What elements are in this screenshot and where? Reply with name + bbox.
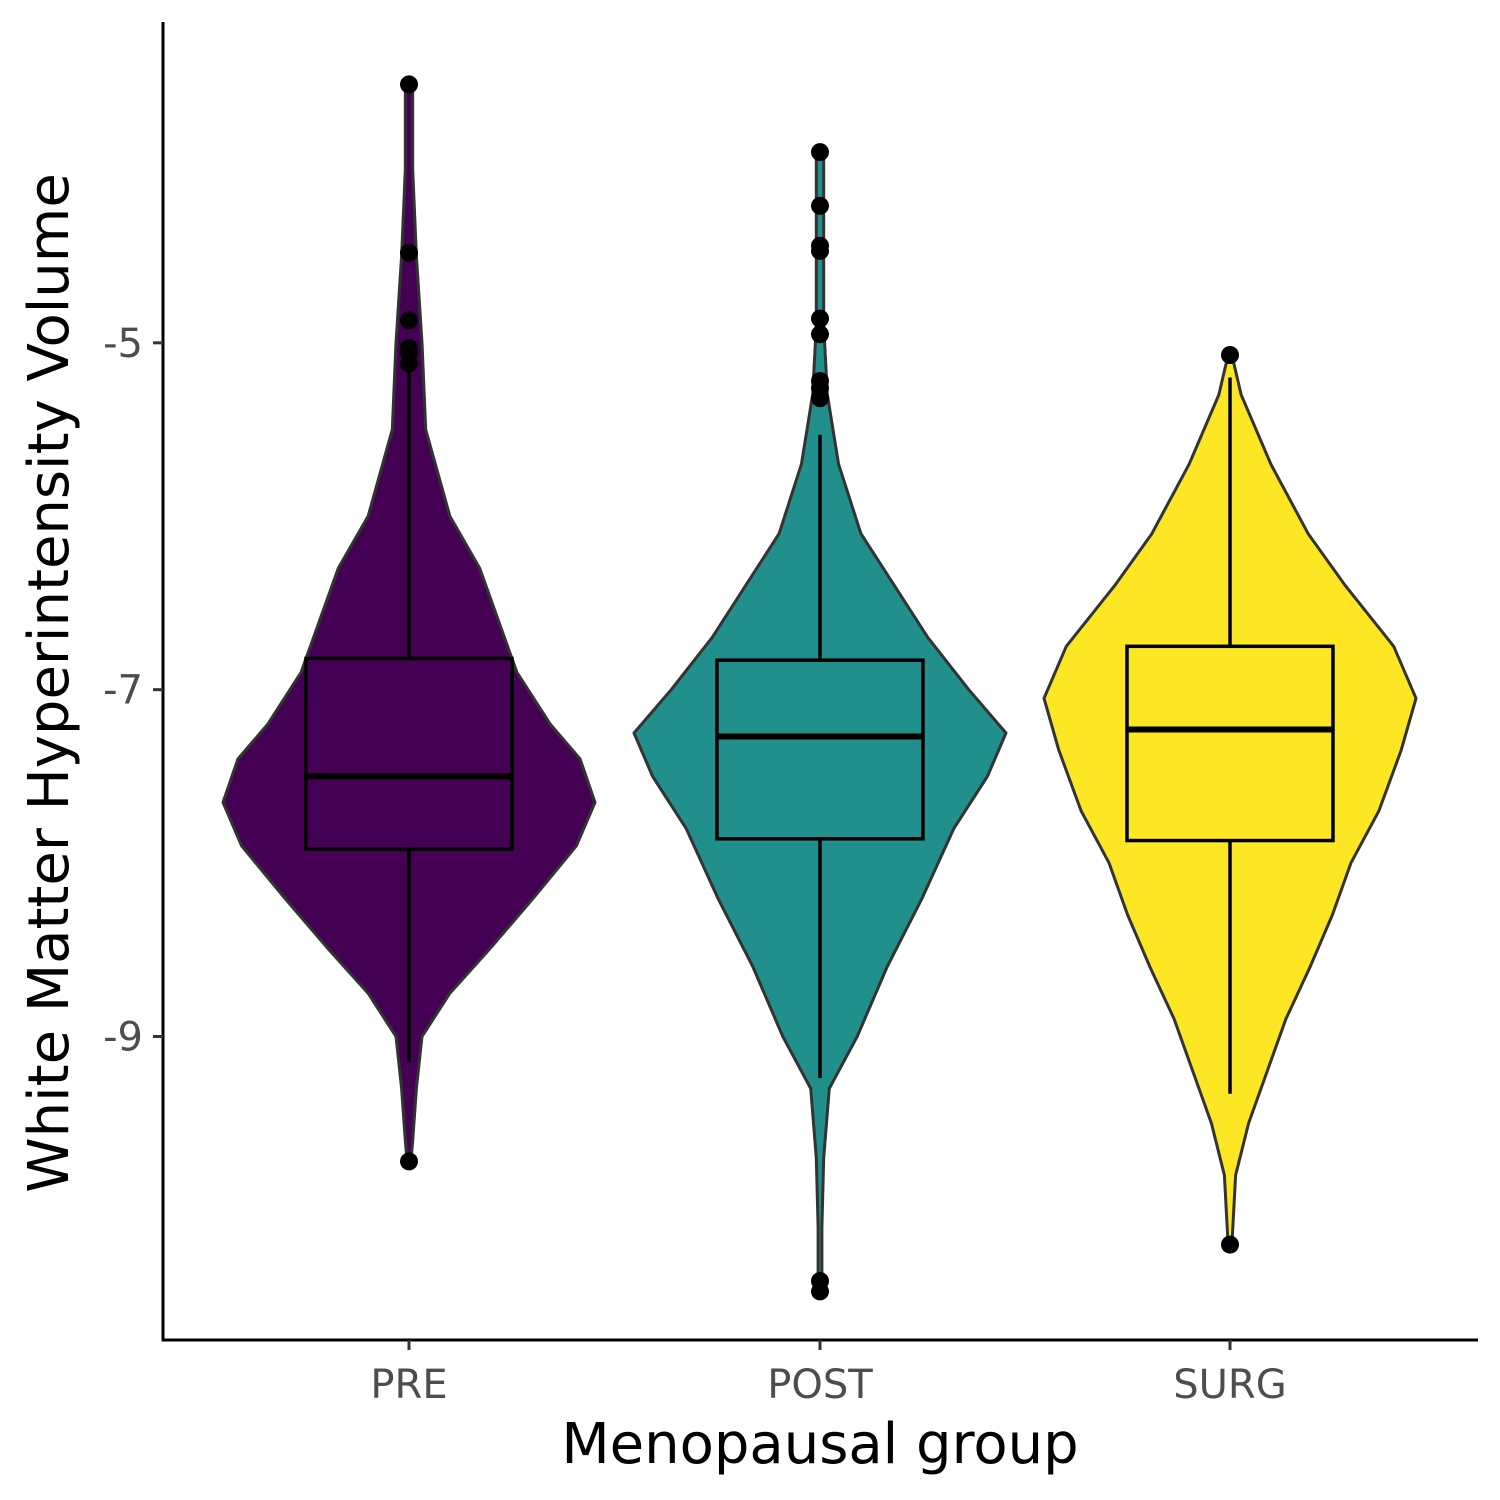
outlier-point-post <box>811 1282 829 1301</box>
box-post <box>715 658 925 841</box>
y-axis: -5 -7 -9 <box>103 321 163 1061</box>
outlier-point-post <box>811 325 829 344</box>
outlier-point-pre <box>400 354 418 373</box>
y-tick-label: -5 <box>103 321 143 367</box>
x-tick-label-pre: PRE <box>370 1362 447 1408</box>
outlier-point-surg <box>1221 1235 1239 1254</box>
outlier-point-pre <box>400 243 418 262</box>
x-tick-label-surg: SURG <box>1173 1362 1286 1408</box>
x-axis: PRE POST SURG <box>370 1340 1287 1408</box>
outlier-point-post <box>811 241 829 260</box>
box-pre <box>304 656 514 851</box>
outlier-point-pre <box>400 311 418 330</box>
outlier-point-post <box>811 143 829 162</box>
y-axis-title: White Matter Hyperintensity Volume <box>17 173 82 1193</box>
y-tick-label: -7 <box>103 668 143 714</box>
outlier-point-pre <box>400 75 418 94</box>
outlier-point-pre <box>400 1152 418 1171</box>
y-tick-label: -9 <box>103 1015 143 1061</box>
outlier-point-surg <box>1221 346 1239 364</box>
outlier-point-post <box>811 389 829 408</box>
outlier-point-post <box>811 196 829 215</box>
x-tick-label-post: POST <box>767 1362 873 1408</box>
x-axis-title: Menopausal group <box>561 1412 1078 1477</box>
box-surg <box>1125 644 1335 843</box>
plot-area <box>221 75 1418 1301</box>
outlier-point-post <box>811 309 829 328</box>
